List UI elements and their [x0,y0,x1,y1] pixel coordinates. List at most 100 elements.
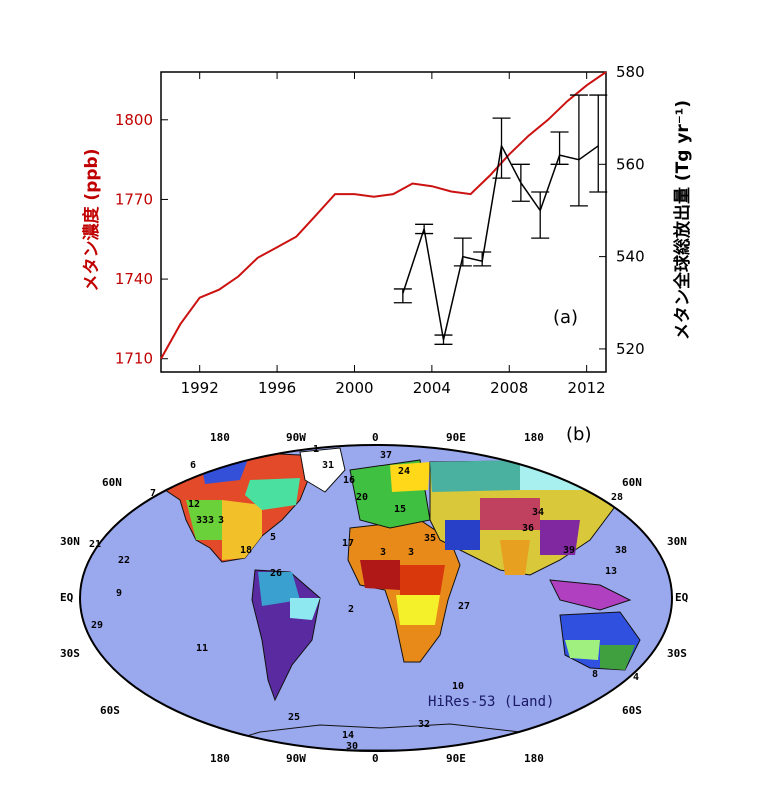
region-label: 3 [380,547,386,558]
region-label: 11 [196,643,208,654]
region-label: 17 [342,538,354,549]
lon-label: 180 [524,752,544,765]
region-number-labels: 1 2 3 4 5 6 7 8 9 10 11 12 13 14 15 16 1… [89,444,639,752]
region-siberia-east [520,458,610,490]
world-map-panel-b: 180 90W 0 90E 180 180 90W 0 90E 180 60N … [60,431,689,765]
region-label: 39 [563,545,575,556]
region-label: 18 [240,545,252,556]
y-axis-title-right: メタン全球総放出量 (Tg yr⁻¹) [672,100,693,340]
region-label: 31 [322,460,334,471]
region-label: 5 [270,532,276,543]
x-tick-label: 2008 [490,379,528,397]
region-label: 3 [208,515,214,526]
lon-label: 90E [446,431,466,444]
region-label: 1 [313,444,319,455]
lon-label: 90W [286,752,306,765]
lat-label: EQ [60,591,74,604]
y-axis-title-left: メタン濃度 (ppb) [81,149,102,292]
x-axis: 1992 1996 2000 2004 2008 2012 [181,72,606,397]
series-layer [160,71,608,360]
panel-label-b: (b) [566,424,591,445]
concentration-series-line [160,71,607,360]
region-label: 29 [91,620,103,631]
region-label: 35 [424,533,436,544]
lat-label: 30N [667,535,687,548]
region-label: 16 [343,475,355,486]
lat-label: EQ [675,591,689,604]
region-label: 22 [118,555,130,566]
region-label: 36 [522,523,534,534]
lon-label: 180 [210,752,230,765]
left-y-axis: 1710 1740 1770 1800 [115,111,168,368]
region-australia-south [565,640,600,660]
lat-label: 30S [60,647,80,660]
lat-label: 60S [100,704,120,717]
right-y-axis: 520 540 560 580 [599,63,645,358]
region-na-west [186,500,222,540]
left-y-tick-label: 1710 [115,350,153,368]
region-label: 6 [190,460,196,471]
longitude-labels-bottom: 180 90W 0 90E 180 [210,752,544,765]
region-india [500,540,530,575]
map-caption: HiRes-53 (Land) [428,694,554,710]
region-africa-central [400,565,445,595]
region-label: 4 [633,672,639,683]
region-europe-north [390,462,430,492]
region-label: 25 [288,712,300,723]
lat-label: 60N [102,476,122,489]
region-label: 12 [188,499,200,510]
left-y-tick-label: 1740 [115,270,153,288]
region-label: 37 [380,450,392,461]
region-label: 30 [346,741,358,752]
right-y-tick-label: 580 [616,63,645,81]
region-africa-west [360,560,400,590]
region-label: 13 [605,566,617,577]
region-siberia-west [430,460,520,492]
maritime-continent [549,579,632,611]
latitude-labels-right: 60N 30N EQ 30S 60S [622,476,689,717]
region-label: 24 [398,466,410,477]
panel-label-a: (a) [553,307,578,328]
region-label: 20 [356,492,368,503]
region-africa-south [396,595,440,625]
lon-label: 0 [372,752,379,765]
greenland [299,447,346,493]
x-tick-label: 2000 [335,379,373,397]
region-na-east [245,478,300,510]
region-east-asia [540,520,580,555]
latitude-labels-left: 60N 30N EQ 30S 60S [60,476,122,717]
region-label: 27 [458,601,470,612]
right-y-tick-label: 560 [616,155,645,173]
left-y-tick-label: 1800 [115,111,153,129]
lon-label: 0 [372,431,379,444]
plot-frame [160,71,607,373]
region-label: 15 [394,504,406,515]
region-label: 2 [348,604,354,615]
left-y-tick-label: 1770 [115,190,153,208]
region-label: 7 [150,488,156,499]
region-label: 9 [116,588,122,599]
x-tick-label: 2004 [413,379,451,397]
region-label: 32 [418,719,430,730]
lat-label: 60N [622,476,642,489]
x-tick-label: 1996 [258,379,296,397]
region-label: 3 [408,547,414,558]
region-label: 21 [89,539,101,550]
region-label: 3 [218,515,224,526]
x-tick-label: 1992 [181,379,219,397]
region-label: 8 [592,669,598,680]
lon-label: 90W [286,431,306,444]
region-label: 14 [342,730,354,741]
lat-label: 30N [60,535,80,548]
region-middle-east [445,520,480,550]
region-label: 34 [532,507,544,518]
region-sa-east [290,598,320,620]
right-y-tick-label: 520 [616,340,645,358]
region-label: 10 [452,681,464,692]
lon-label: 180 [210,431,230,444]
lon-label: 180 [524,431,544,444]
lon-label: 90E [446,752,466,765]
region-label: 28 [611,492,623,503]
region-sa-north [258,572,300,606]
